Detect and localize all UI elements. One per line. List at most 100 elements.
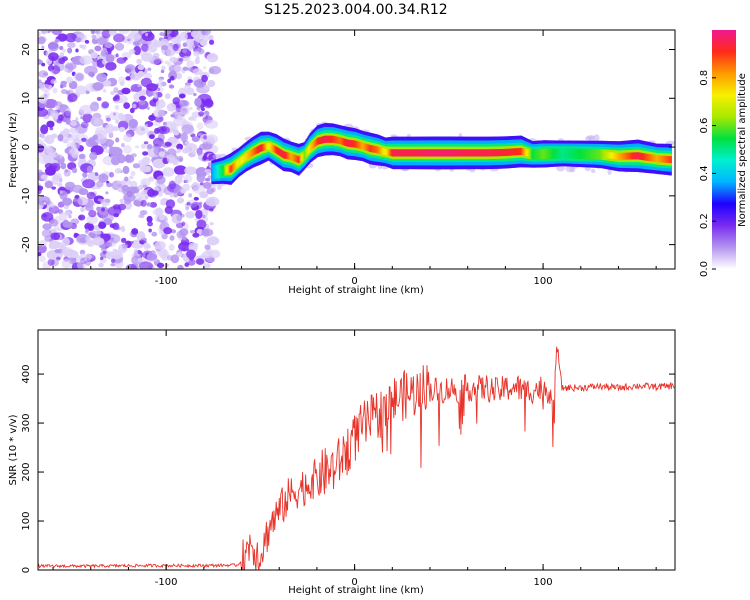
noise-speckle [158, 214, 166, 221]
ridge-halo [607, 168, 612, 176]
snr-frame [37, 329, 676, 571]
ridge-band-4 [584, 151, 587, 157]
ridge-band-4 [453, 149, 456, 157]
noise-speckle [192, 68, 203, 76]
spectrogram-x-tick-label: 100 [534, 276, 553, 287]
noise-speckle [185, 211, 195, 219]
noise-speckle [142, 184, 148, 189]
ridge-band-4 [271, 144, 274, 152]
noise-speckle [132, 103, 137, 109]
noise-speckle [170, 254, 180, 264]
ridge-band-4 [485, 149, 488, 157]
noise-speckle [180, 189, 186, 194]
noise-speckle [62, 128, 70, 137]
ridge-band-4 [469, 149, 472, 157]
noise-speckle [109, 171, 114, 178]
ridge-band-4 [587, 151, 589, 157]
noise-speckle [206, 236, 220, 246]
noise-speckle [51, 65, 61, 75]
spectrogram-y-tick-label: 0 [21, 144, 32, 150]
ridge-band-4 [617, 152, 620, 160]
ridge-band-4 [281, 150, 283, 158]
noise-speckle [168, 180, 177, 190]
noise-speckle [195, 209, 203, 219]
ridge-band-4 [507, 148, 509, 156]
noise-speckle [105, 241, 113, 247]
noise-speckle [109, 111, 120, 121]
ridge-band-4 [627, 152, 630, 160]
ridge-band-4 [476, 149, 478, 157]
ridge-band-4 [533, 151, 536, 158]
ridge-band-4 [254, 147, 257, 155]
ridge-band-4 [432, 149, 435, 157]
noise-speckle [147, 221, 153, 227]
ridge-band-4 [539, 151, 541, 158]
noise-speckle [73, 232, 79, 237]
noise-speckle [41, 45, 45, 50]
ridge-band-4 [333, 136, 336, 144]
noise-speckle [209, 222, 214, 226]
noise-speckle [128, 48, 136, 55]
noise-speckle [90, 116, 100, 126]
ridge-band-4 [372, 145, 375, 153]
ridge-band-4 [626, 152, 628, 160]
ridge-band-4 [248, 151, 250, 159]
noise-speckle [196, 105, 202, 111]
ridge-band-4 [565, 150, 568, 157]
ridge-band-4 [508, 148, 510, 156]
ridge-band-4 [586, 151, 588, 157]
noise-speckle [118, 114, 127, 122]
noise-speckle [164, 93, 171, 100]
ridge-band-4 [229, 165, 231, 173]
noise-speckle [85, 138, 96, 148]
noise-speckle [105, 54, 115, 63]
ridge-band-4 [337, 136, 340, 144]
ridge-band-4 [614, 152, 617, 160]
ridge-band-4 [266, 143, 269, 150]
noise-speckle [49, 218, 59, 227]
ridge-band-4 [478, 149, 480, 157]
ridge-band-4 [389, 149, 392, 156]
ridge-band-4 [401, 149, 404, 157]
ridge-band-4 [557, 150, 559, 157]
ridge-band-4 [663, 155, 666, 163]
ridge-band-4 [526, 149, 528, 157]
noise-speckle [54, 105, 60, 109]
noise-speckle [129, 180, 138, 188]
ridge-band-4 [221, 167, 224, 174]
noise-speckle [97, 198, 103, 202]
noise-speckle [119, 198, 124, 203]
noise-speckle [105, 191, 109, 195]
ridge-band-4 [594, 151, 597, 158]
noise-speckle [141, 156, 151, 165]
noise-speckle [79, 55, 93, 65]
ridge-band-4 [609, 152, 611, 159]
noise-speckle [187, 259, 196, 266]
ridge-band-4 [349, 139, 352, 148]
ridge-band-4 [388, 149, 391, 156]
noise-speckle [151, 190, 159, 196]
noise-speckle [210, 187, 216, 193]
noise-speckle [207, 79, 216, 88]
ridge-band-4 [442, 149, 444, 157]
ridge-band-4 [241, 156, 244, 163]
ridge-band-4 [342, 138, 344, 146]
noise-speckle [146, 143, 153, 150]
noise-speckle [40, 84, 52, 93]
noise-speckle [204, 168, 212, 174]
ridge-band-4 [330, 135, 332, 143]
ridge-band-4 [302, 153, 305, 160]
noise-speckle [102, 88, 107, 93]
ridge-band-4 [521, 148, 523, 156]
ridge-band-4 [576, 150, 578, 157]
ridge-band-4 [631, 152, 634, 160]
noise-speckle [196, 219, 207, 230]
ridge-band-4 [529, 150, 532, 157]
ridge-band-4 [650, 154, 653, 162]
ridge-band-4 [506, 148, 508, 156]
ridge-band-4 [474, 149, 476, 157]
noise-speckle [159, 32, 165, 37]
ridge-band-4 [670, 156, 672, 164]
noise-speckle [189, 229, 195, 234]
ridge-band-4 [531, 151, 534, 158]
